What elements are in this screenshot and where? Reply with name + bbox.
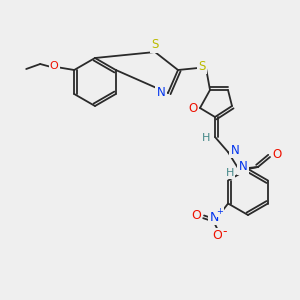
Text: N: N	[157, 85, 165, 98]
Text: H: H	[202, 133, 210, 143]
Text: -: -	[223, 225, 227, 238]
Text: N: N	[231, 143, 239, 157]
Text: N: N	[209, 211, 219, 224]
Text: N: N	[238, 160, 247, 173]
Text: O: O	[212, 229, 222, 242]
Text: O: O	[50, 61, 58, 71]
Text: +: +	[217, 207, 224, 216]
Text: S: S	[151, 38, 159, 52]
Text: O: O	[188, 101, 198, 115]
Text: H: H	[226, 168, 234, 178]
Text: S: S	[198, 59, 206, 73]
Text: O: O	[272, 148, 282, 161]
Text: O: O	[191, 209, 201, 222]
